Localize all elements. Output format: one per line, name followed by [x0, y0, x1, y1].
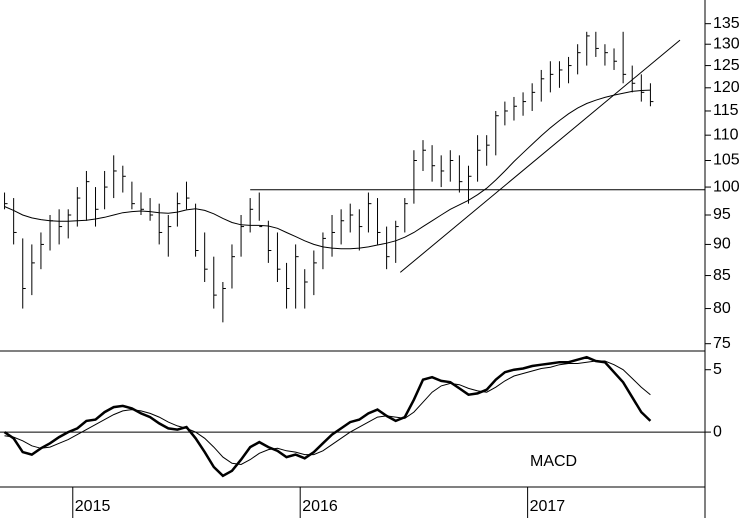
y-tick-label: 110 — [713, 126, 739, 143]
y-tick-label: 135 — [713, 15, 740, 32]
annotation: MACD — [530, 453, 577, 470]
y-tick-label: 105 — [713, 152, 740, 169]
x-tick-label: 2016 — [302, 498, 338, 515]
y-tick-label: 0 — [713, 423, 722, 440]
moving-average — [4, 89, 651, 250]
y-tick-label: 100 — [713, 178, 740, 195]
y-tick-label: 115 — [713, 102, 739, 119]
trend-line — [399, 39, 681, 273]
macd-line — [3, 355, 652, 478]
x-tick-label: 2015 — [75, 498, 111, 515]
x-tick-label: 2017 — [530, 498, 566, 515]
y-tick-label: 125 — [713, 57, 740, 74]
y-tick-label: 95 — [713, 206, 731, 223]
macd-line — [4, 360, 651, 466]
y-tick-label: 75 — [713, 335, 731, 352]
y-tick-label: 120 — [713, 79, 740, 96]
y-tick-label: 130 — [713, 35, 740, 52]
y-tick-label: 85 — [713, 267, 731, 284]
y-tick-label: 5 — [713, 361, 722, 378]
y-tick-label: 80 — [713, 300, 731, 317]
y-tick-label: 90 — [713, 236, 731, 253]
